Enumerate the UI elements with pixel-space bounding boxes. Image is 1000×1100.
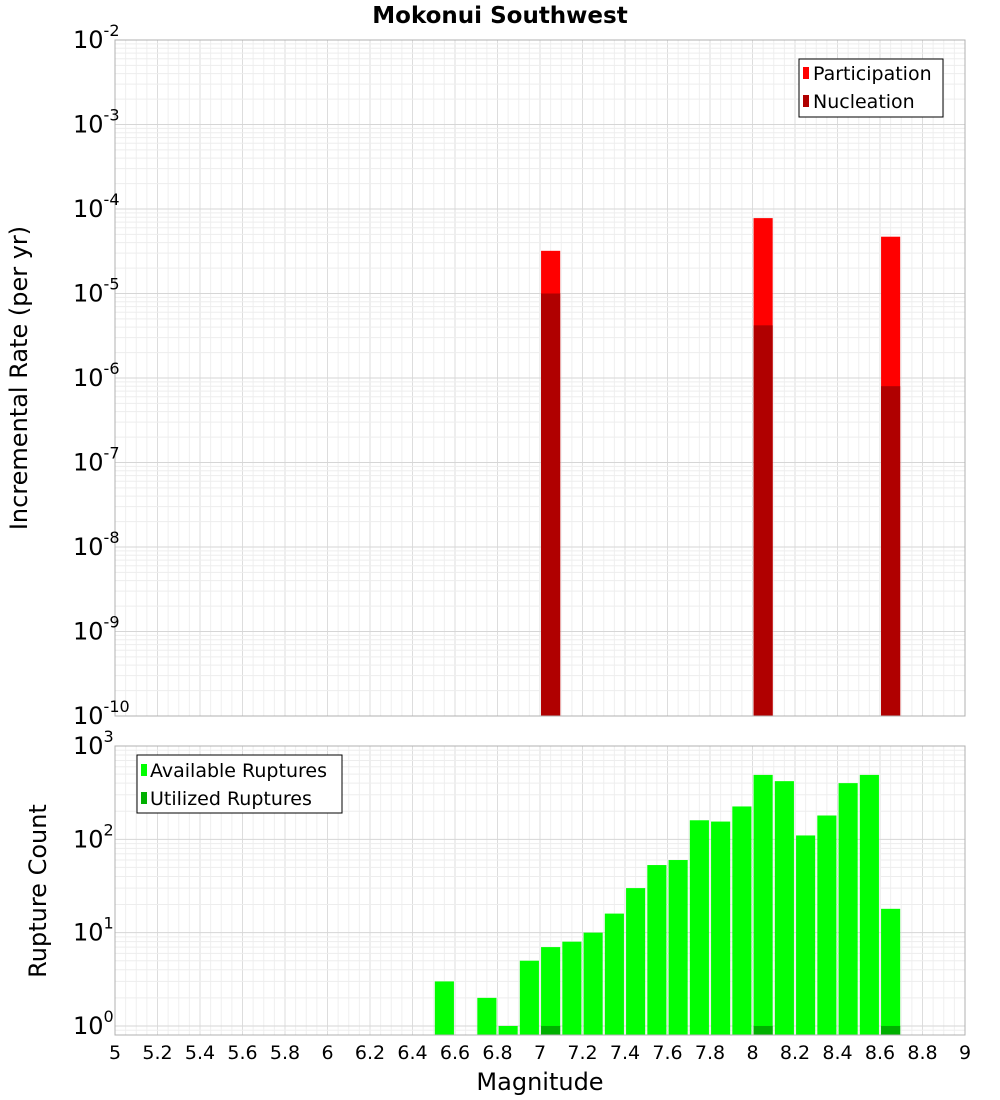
x-tick-label: 7.4	[610, 1042, 640, 1064]
bar-available-ruptures	[519, 960, 539, 1035]
legend-swatch-participation	[803, 67, 809, 79]
x-tick-label: 6.6	[440, 1042, 470, 1064]
bar-available-ruptures	[732, 806, 752, 1035]
x-tick-label: 8.8	[907, 1042, 937, 1064]
x-tick-label: 8	[746, 1042, 758, 1064]
bar-available-ruptures	[689, 820, 709, 1035]
y-tick-label: 10-10	[73, 697, 130, 730]
y-tick-label: 10-3	[73, 106, 120, 139]
bar-nucleation	[541, 293, 561, 716]
x-tick-label: 8.6	[865, 1042, 895, 1064]
top-bars	[541, 218, 901, 716]
legend-label-available: Available Ruptures	[150, 760, 327, 782]
x-tick-label: 9	[959, 1042, 971, 1064]
y-tick-label: 10-9	[73, 613, 120, 646]
top-legend: Participation Nucleation	[798, 58, 944, 118]
y-tick-label: 10-4	[73, 190, 120, 223]
bar-available-ruptures	[498, 1025, 518, 1035]
bar-available-ruptures	[796, 835, 816, 1035]
y-tick-label: 100	[73, 1007, 114, 1040]
x-tick-label: 6	[321, 1042, 333, 1064]
top-plot-frame	[114, 39, 966, 717]
x-tick-label: 7	[534, 1042, 546, 1064]
y-tick-label: 102	[73, 820, 114, 853]
bar-available-ruptures	[647, 865, 667, 1035]
bar-available-ruptures	[604, 913, 624, 1035]
y-tick-label: 10-7	[73, 444, 120, 477]
legend-swatch-utilized	[141, 792, 147, 804]
bottom-y-axis-label: Rupture Count	[24, 804, 52, 978]
y-tick-label: 10-8	[73, 528, 120, 561]
bar-available-ruptures	[477, 997, 497, 1035]
x-tick-label: 5	[109, 1042, 121, 1064]
bar-nucleation	[753, 325, 773, 716]
legend-label-utilized: Utilized Ruptures	[150, 788, 312, 810]
x-tick-labels: 5 5.2 5.4 5.6 5.8 6 6.2 6.4 6.6 6.8 7 7.2 7.4 7.6 7.8 8…	[109, 1042, 971, 1064]
bottom-panel: 100 101 102 103 5 5.2 5.4 5.6 5.8 6 6.2 6.4 6.6 6.8 7…	[24, 727, 971, 1096]
x-tick-label: 8.4	[822, 1042, 852, 1064]
bottom-legend: Available Ruptures Utilized Ruptures	[136, 754, 343, 814]
bar-available-ruptures	[626, 888, 646, 1035]
x-tick-label: 6.2	[355, 1042, 385, 1064]
bar-available-ruptures	[711, 821, 731, 1035]
bottom-legend-box	[136, 754, 343, 814]
x-tick-label: 7.2	[567, 1042, 597, 1064]
bar-utilized-ruptures	[541, 1025, 561, 1035]
x-tick-label: 5.4	[185, 1042, 215, 1064]
bar-available-ruptures	[859, 774, 879, 1035]
top-legend-box	[798, 58, 944, 118]
top-y-tick-labels: 10-10 10-9 10-8 10-7 10-6 10-5 10-4 10-3 10-2	[73, 21, 130, 730]
x-tick-label: 5.8	[270, 1042, 300, 1064]
bar-utilized-ruptures	[753, 1025, 773, 1035]
legend-label-participation: Participation	[813, 63, 932, 85]
x-tick-label: 5.2	[142, 1042, 172, 1064]
y-tick-label: 103	[73, 727, 114, 760]
bar-utilized-ruptures	[881, 1025, 901, 1035]
top-panel: 10-10 10-9 10-8 10-7 10-6 10-5 10-4 10-3 10-2 In…	[5, 21, 966, 730]
x-tick-label: 8.2	[780, 1042, 810, 1064]
bar-available-ruptures	[753, 774, 773, 1035]
bar-available-ruptures	[541, 947, 561, 1035]
x-axis-label: Magnitude	[476, 1068, 603, 1096]
x-tick-label: 6.4	[397, 1042, 427, 1064]
bar-available-ruptures	[562, 941, 582, 1035]
y-tick-label: 10-5	[73, 275, 120, 308]
x-tick-label: 7.6	[652, 1042, 682, 1064]
top-y-axis-label: Incremental Rate (per yr)	[5, 226, 33, 530]
bar-available-ruptures	[434, 981, 454, 1035]
bottom-bars	[434, 774, 901, 1035]
y-tick-label: 10-2	[73, 21, 120, 54]
y-tick-label: 10-6	[73, 359, 120, 392]
bar-available-ruptures	[668, 860, 688, 1035]
legend-swatch-available	[141, 764, 147, 776]
legend-label-nucleation: Nucleation	[813, 91, 915, 113]
legend-swatch-nucleation	[803, 95, 809, 107]
top-gridlines	[114, 39, 966, 717]
bar-available-ruptures	[774, 781, 794, 1035]
bar-available-ruptures	[583, 932, 603, 1035]
x-tick-label: 5.6	[227, 1042, 257, 1064]
x-tick-label: 7.8	[695, 1042, 725, 1064]
bar-available-ruptures	[838, 783, 858, 1035]
x-tick-label: 6.8	[482, 1042, 512, 1064]
bottom-y-tick-labels: 100 101 102 103	[73, 727, 114, 1040]
y-tick-label: 101	[73, 914, 114, 947]
bottom-plot-frame	[114, 745, 966, 1036]
chart-title: Mokonui Southwest	[372, 3, 627, 29]
bar-available-ruptures	[881, 908, 901, 1035]
bar-nucleation	[881, 386, 901, 716]
bar-available-ruptures	[817, 815, 837, 1035]
